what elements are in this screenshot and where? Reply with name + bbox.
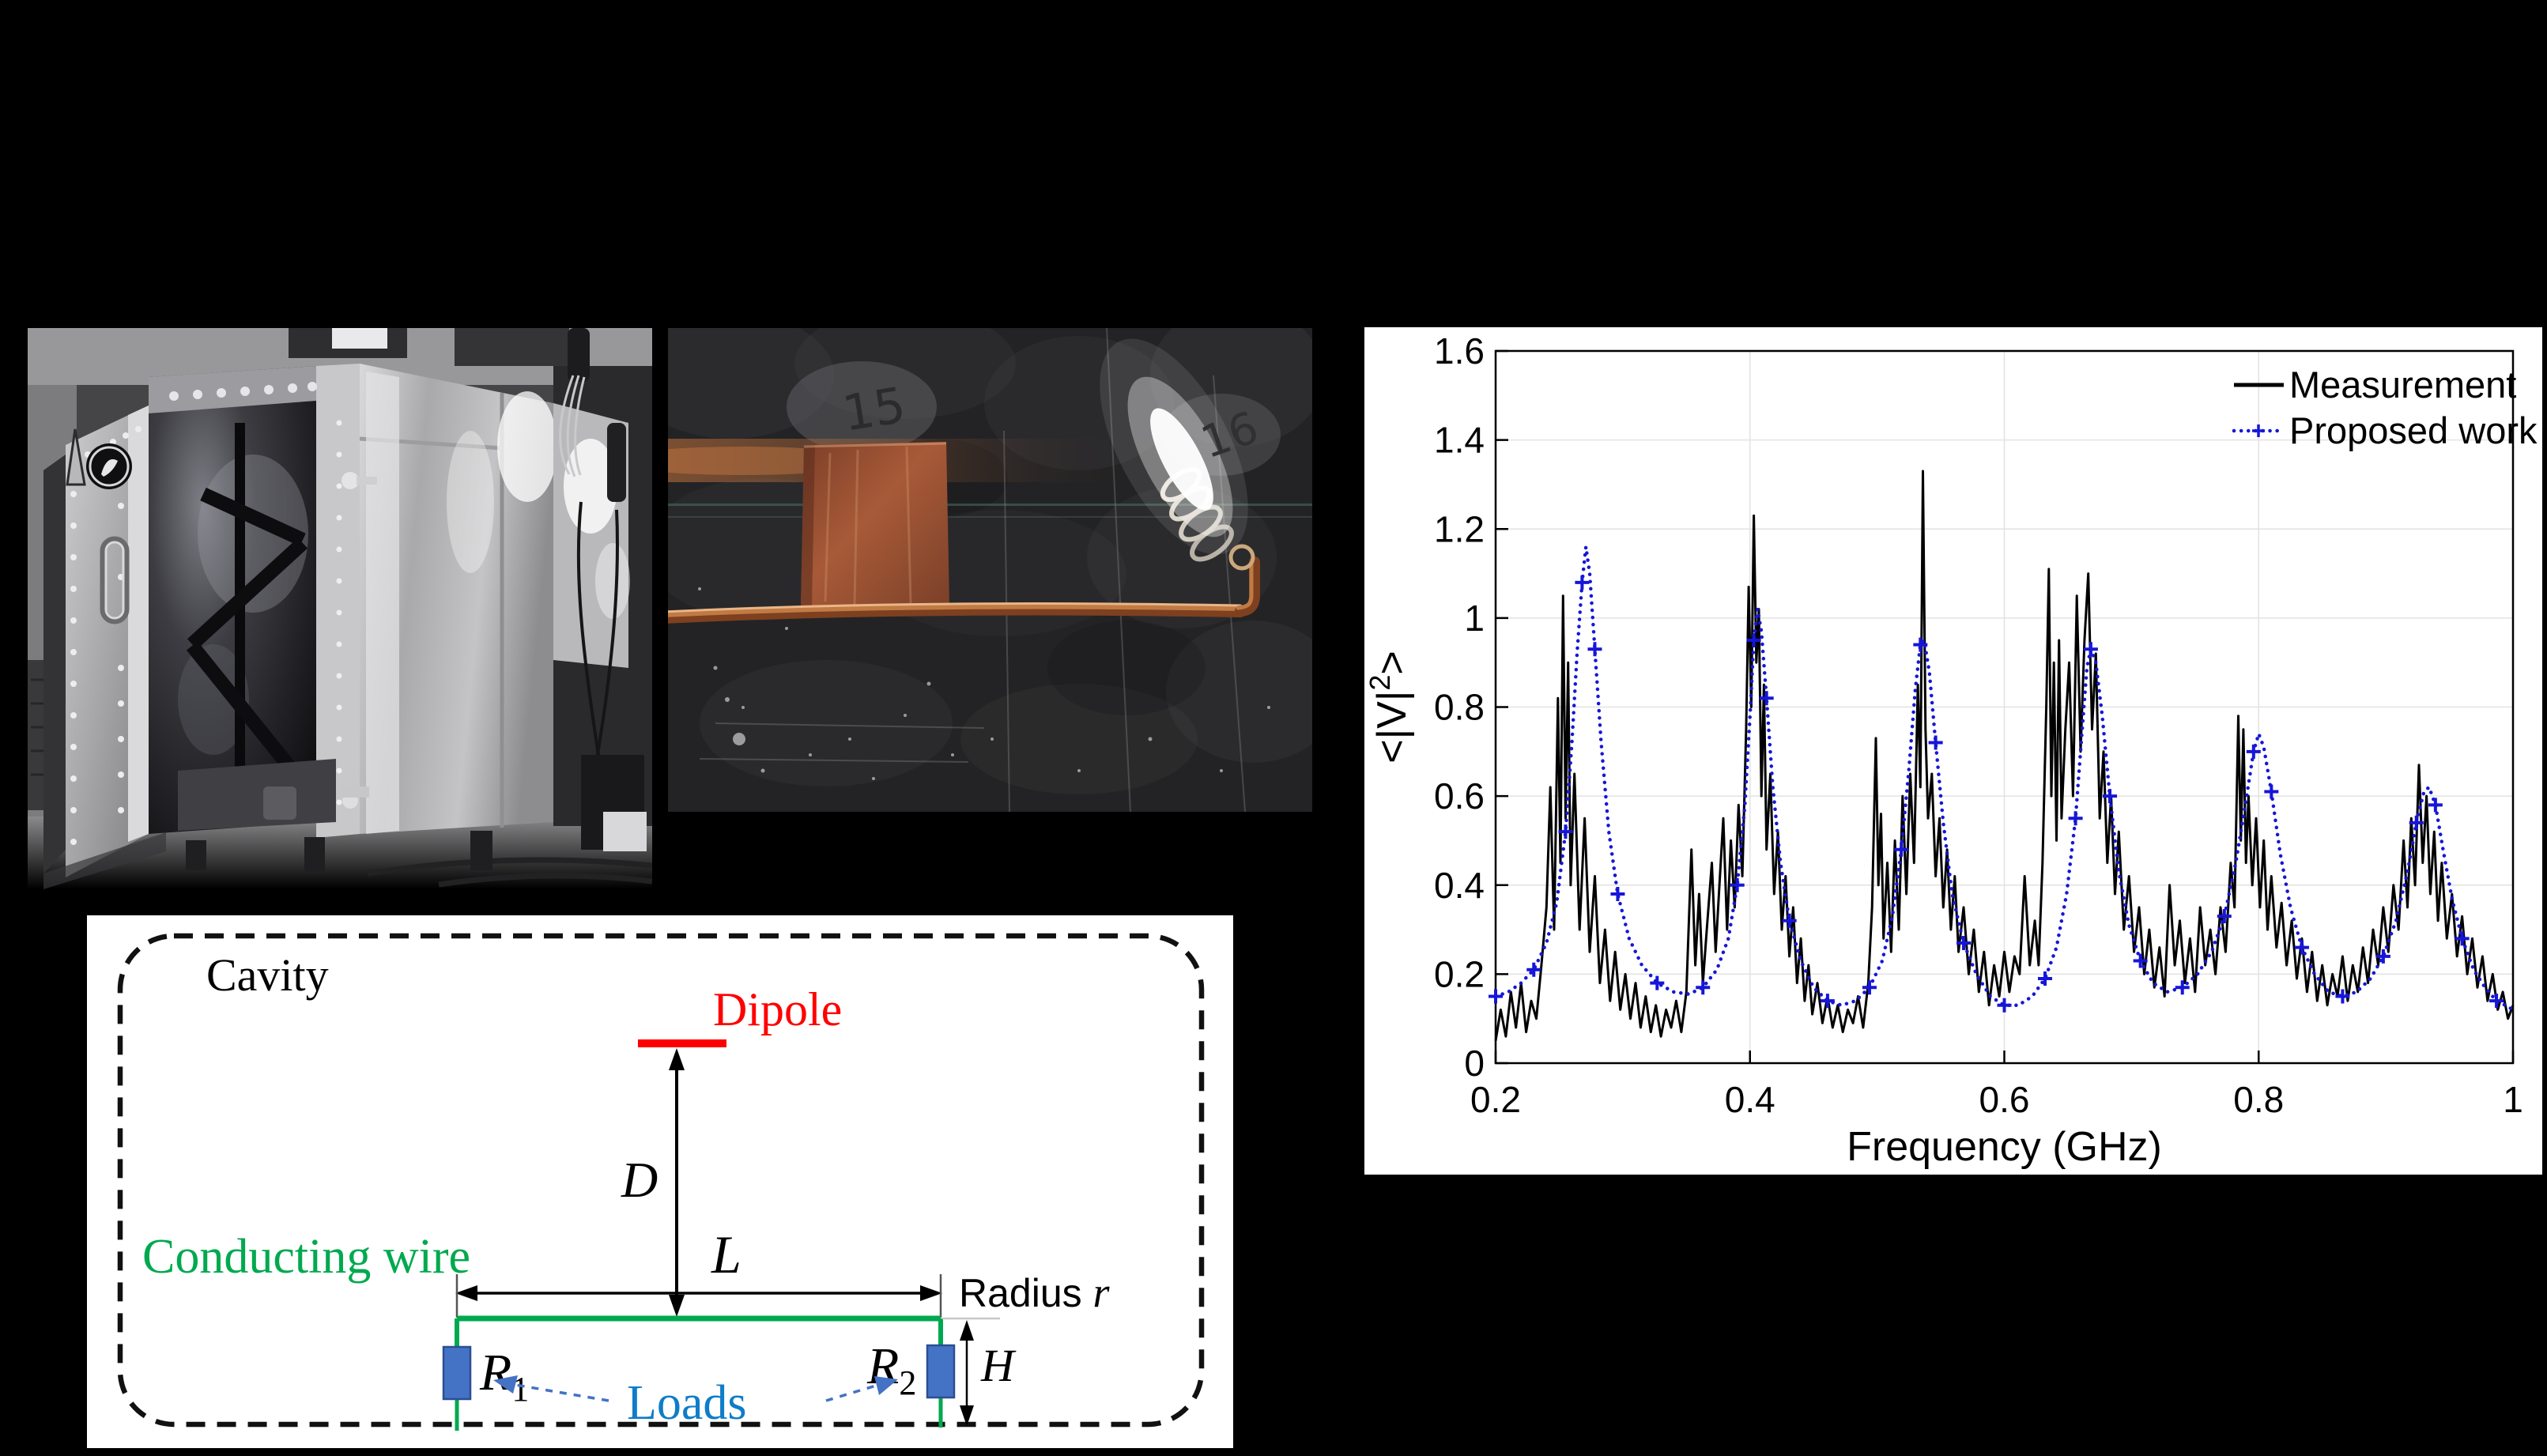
svg-text:0.6: 0.6 <box>1979 1079 2030 1120</box>
svg-text:0.4: 0.4 <box>1434 865 1485 906</box>
door-handle <box>100 536 130 624</box>
conducting-wire <box>455 1315 943 1431</box>
conducting-wire-label: Conducting wire <box>142 1230 470 1284</box>
distance-D-arrow <box>669 1048 685 1317</box>
svg-text:1.4: 1.4 <box>1434 420 1485 461</box>
svg-text:1.2: 1.2 <box>1434 508 1485 549</box>
svg-text:1.6: 1.6 <box>1434 330 1485 372</box>
ceiling-unit <box>455 328 569 366</box>
R2-label: R2 <box>866 1337 916 1402</box>
radius-label: Radius r <box>959 1269 1111 1316</box>
scratches <box>699 328 1246 812</box>
svg-text:0.4: 0.4 <box>1725 1079 1775 1120</box>
svg-text:0: 0 <box>1464 1043 1485 1084</box>
svg-text:0.6: 0.6 <box>1434 775 1485 817</box>
faint-green-line-2 <box>668 516 1312 518</box>
proposed-work-line <box>1493 545 2515 1012</box>
side-highlight <box>366 372 399 834</box>
svg-text:0.8: 0.8 <box>1434 687 1485 728</box>
opening-top-bolts <box>169 382 317 401</box>
frequency-response-chart: 0.2 0.4 0.6 0.8 1 0 0.2 0.4 0.6 0.8 1 1.2 1.4 1.6 Freq… <box>1364 327 2542 1175</box>
measurement-line <box>1494 470 2515 1042</box>
interior-reflection <box>198 455 308 613</box>
copper-wire <box>668 556 1260 624</box>
back-panel-flare2 <box>595 543 630 619</box>
frame-rivets-column <box>336 420 342 805</box>
balun-device <box>568 328 590 382</box>
open-door <box>66 405 149 877</box>
round-sticker <box>86 443 132 489</box>
y-axis-label: <|V|2> <box>1364 651 1415 763</box>
tick-marks <box>1494 349 2515 1065</box>
floor-cables <box>367 857 652 888</box>
dipole-bar <box>638 1039 726 1047</box>
cavity-dashed-border <box>117 933 1205 1428</box>
balun-device-2 <box>607 423 626 502</box>
height-H-arrow <box>960 1320 974 1426</box>
door-latch-lower <box>342 786 369 809</box>
light-glare <box>1100 338 1248 555</box>
interior-floor-plate <box>178 759 336 831</box>
y-tick-labels: 0 0.2 0.4 0.6 0.8 1 1.2 1.4 1.6 <box>1434 330 1485 1084</box>
interior-reflection-2 <box>178 644 249 755</box>
legend-label-1: Proposed work <box>2289 409 2538 451</box>
load-resistor-R2 <box>926 1344 956 1399</box>
door-bright-edge <box>128 405 149 842</box>
svg-text:0.2: 0.2 <box>1434 953 1485 994</box>
door-latch-upper <box>341 472 377 489</box>
interior-cylinder <box>263 786 296 820</box>
door-gasket-edge <box>43 455 66 873</box>
handwritten-label-15: 15 <box>839 375 909 442</box>
length-L-label: L <box>711 1224 741 1284</box>
load-resistor-R1 <box>442 1345 472 1401</box>
x-tick-labels: 0.2 0.4 0.6 0.8 1 <box>1470 1079 2523 1120</box>
flare-1 <box>497 391 557 502</box>
svg-text:1: 1 <box>2503 1079 2523 1120</box>
proposed-work-markers <box>1489 575 2504 1013</box>
chamber-foot-1 <box>186 840 206 870</box>
metal-plate-background <box>668 328 1312 812</box>
cavity-schematic-diagram: Cavity Dipole D L Conducting wire <box>87 915 1233 1448</box>
x-axis-label: Frequency (GHz) <box>1847 1124 2162 1170</box>
dipole-label: Dipole <box>713 983 842 1035</box>
white-box <box>603 812 647 851</box>
hanging-cable-loop <box>559 375 586 477</box>
loads-arrow-left <box>493 1375 609 1402</box>
cavity-label: Cavity <box>206 949 329 1001</box>
chamber-foot-3 <box>470 831 492 870</box>
legend-label-0: Measurement <box>2289 364 2516 405</box>
length-L-arrow <box>455 1274 942 1318</box>
loads-arrow-right <box>825 1376 898 1402</box>
warning-triangle-sticker <box>66 428 86 486</box>
svg-text:0.2: 0.2 <box>1470 1079 1521 1120</box>
chamber-foot-2 <box>304 837 325 872</box>
copper-block <box>801 442 949 608</box>
wire-ground-plane-photo: 15 16 <box>668 328 1312 812</box>
svg-text:0.8: 0.8 <box>2233 1079 2284 1120</box>
mode-stirrer <box>186 487 308 772</box>
flare-2 <box>447 431 494 573</box>
height-H-label: H <box>980 1340 1017 1391</box>
reverberation-chamber-photo <box>28 328 652 889</box>
label-backlight-1 <box>787 361 937 453</box>
door-rivets <box>70 426 142 845</box>
R1-label: R1 <box>479 1344 529 1409</box>
distance-D-label: D <box>621 1152 658 1208</box>
stirrer-shaft <box>235 423 245 822</box>
faint-green-line <box>668 504 1312 506</box>
door-shadow <box>43 832 166 889</box>
svg-text:1: 1 <box>1464 598 1485 639</box>
ceiling-lamp <box>332 328 387 349</box>
opening-top-frame <box>149 366 316 413</box>
white-speckles <box>698 587 1270 780</box>
loads-label: Loads <box>627 1376 747 1430</box>
